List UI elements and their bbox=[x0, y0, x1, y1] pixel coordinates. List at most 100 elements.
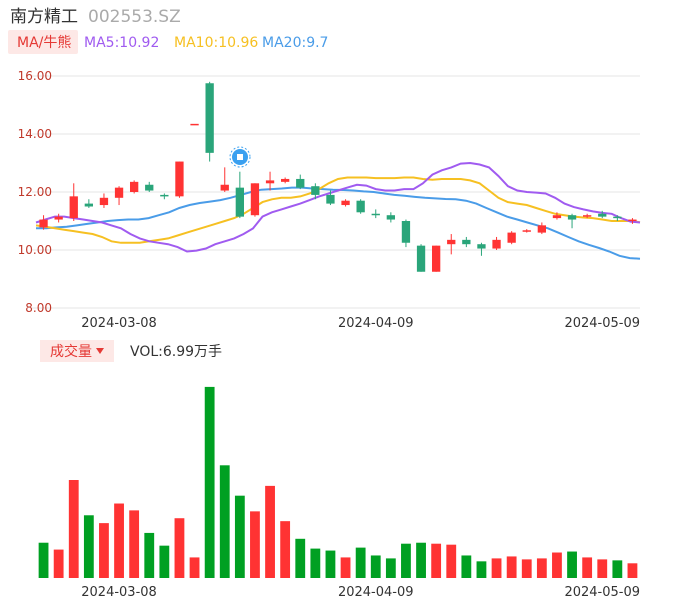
volume-bar bbox=[159, 545, 170, 578]
volume-bar bbox=[325, 550, 336, 578]
candle-body bbox=[175, 161, 184, 197]
volume-bar bbox=[416, 542, 426, 578]
candle bbox=[250, 183, 260, 217]
candle bbox=[628, 218, 637, 224]
candle bbox=[492, 236, 501, 250]
candle-body bbox=[145, 184, 154, 191]
candle-body bbox=[69, 196, 78, 219]
ma-toggle-button[interactable] bbox=[8, 30, 78, 54]
volume-bar bbox=[310, 548, 321, 578]
candle-body bbox=[386, 215, 396, 220]
candle-body bbox=[205, 83, 214, 153]
candle-body bbox=[265, 180, 275, 184]
candle-body bbox=[567, 215, 577, 220]
volume-bar bbox=[401, 543, 411, 578]
ma10-line bbox=[35, 176, 641, 244]
volume-value: VOL:6.99万手 bbox=[130, 344, 222, 360]
volume-bar bbox=[355, 547, 366, 578]
volume-series bbox=[38, 386, 638, 578]
y-tick-label: 14.00 bbox=[18, 127, 52, 141]
candle-body bbox=[114, 187, 124, 198]
volume-bar bbox=[461, 555, 472, 578]
volume-bar bbox=[597, 559, 608, 578]
candle-body bbox=[84, 203, 94, 207]
candle-body bbox=[401, 221, 411, 243]
candle-body bbox=[235, 187, 245, 217]
candle bbox=[447, 234, 456, 255]
price-y-axis: 16.00 14.00 12.00 10.00 8.00 bbox=[18, 69, 52, 315]
volume-bar bbox=[234, 495, 245, 578]
candle-body bbox=[160, 194, 169, 197]
volume-bar bbox=[552, 552, 562, 578]
candle-body bbox=[552, 215, 562, 219]
candle-body bbox=[447, 239, 456, 245]
candle bbox=[235, 171, 245, 219]
candle bbox=[386, 212, 396, 223]
candle bbox=[39, 215, 48, 230]
candle bbox=[431, 245, 441, 272]
candle-body bbox=[341, 200, 350, 206]
candle bbox=[99, 193, 109, 208]
candle-body bbox=[250, 183, 260, 216]
candle bbox=[613, 215, 622, 221]
candle bbox=[265, 171, 275, 191]
volume-bar bbox=[68, 480, 79, 578]
x-tick-label: 2024-05-09 bbox=[564, 585, 640, 600]
volume-bar bbox=[385, 558, 396, 578]
volume-bar bbox=[189, 557, 200, 578]
y-tick-label: 10.00 bbox=[18, 243, 52, 257]
ma10-legend: MA10:10.96 bbox=[174, 35, 258, 51]
candle-body bbox=[628, 219, 637, 222]
candle-body bbox=[582, 215, 592, 217]
volume-bar bbox=[582, 557, 593, 578]
candle bbox=[537, 222, 547, 235]
candle bbox=[477, 242, 486, 256]
volume-bar bbox=[536, 558, 547, 578]
volume-bar bbox=[567, 551, 577, 578]
volume-bar bbox=[144, 532, 155, 578]
candle-body bbox=[129, 181, 139, 192]
candle-body bbox=[371, 213, 380, 216]
candle-body bbox=[507, 232, 516, 243]
volume-bar bbox=[280, 521, 291, 578]
candle-body bbox=[522, 230, 531, 232]
volume-bar bbox=[506, 556, 517, 578]
candle bbox=[598, 210, 607, 219]
event-marker-icon[interactable] bbox=[229, 146, 251, 168]
volume-bar bbox=[38, 542, 49, 578]
volume-bar bbox=[446, 544, 457, 578]
candle-body bbox=[54, 216, 63, 220]
moving-average-lines bbox=[35, 161, 641, 260]
candle bbox=[190, 123, 199, 126]
volume-bar bbox=[612, 560, 623, 578]
x-tick-label: 2024-05-09 bbox=[564, 316, 640, 331]
candle bbox=[160, 193, 169, 200]
candle-body bbox=[613, 216, 622, 219]
candle bbox=[205, 81, 214, 162]
candle bbox=[84, 199, 94, 208]
candle bbox=[326, 190, 335, 206]
candle bbox=[69, 183, 78, 221]
candle-body bbox=[462, 239, 471, 245]
volume-toggle-button[interactable] bbox=[40, 340, 114, 362]
candle bbox=[507, 231, 516, 245]
volume-bar bbox=[627, 563, 638, 578]
volume-toggle-label: 成交量 bbox=[50, 343, 92, 360]
volume-bar bbox=[219, 465, 230, 578]
chevron-down-icon bbox=[96, 348, 104, 354]
candle bbox=[280, 177, 290, 184]
ma-toggle-label: MA/牛熊 bbox=[17, 35, 71, 51]
ma20-line bbox=[36, 186, 641, 260]
candle bbox=[114, 186, 124, 206]
x-tick-label: 2024-03-08 bbox=[81, 585, 157, 600]
candle bbox=[567, 213, 577, 229]
candle-body bbox=[492, 239, 501, 249]
candle bbox=[54, 213, 63, 223]
candle bbox=[129, 180, 139, 194]
candle bbox=[341, 199, 350, 207]
candle bbox=[462, 236, 471, 248]
candlestick-series bbox=[39, 81, 637, 272]
volume-bar bbox=[53, 549, 64, 578]
candle bbox=[296, 174, 305, 190]
